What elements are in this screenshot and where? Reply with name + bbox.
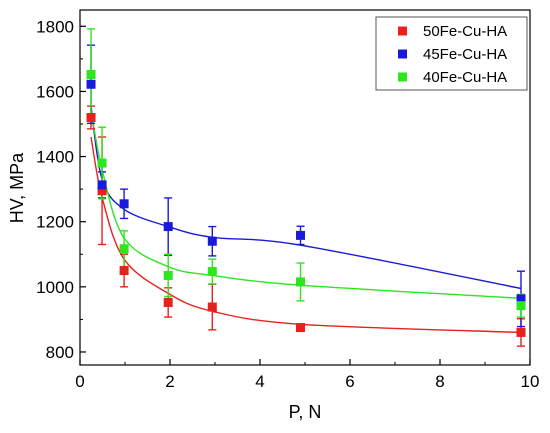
marker-50fe-cu-ha [119,266,129,276]
y-tick-label: 1200 [36,213,74,232]
marker-50fe-cu-ha [207,302,217,312]
x-tick-label: 0 [75,372,84,391]
legend-label-50fe-cu-ha: 50Fe-Cu-HA [423,23,507,40]
y-tick-label: 1000 [36,278,74,297]
marker-40fe-cu-ha [163,270,173,280]
marker-45fe-cu-ha [119,199,129,209]
y-tick-label: 1800 [36,17,74,36]
marker-50fe-cu-ha [163,297,173,307]
x-tick-label: 8 [435,372,444,391]
x-tick-label: 2 [165,372,174,391]
marker-40fe-cu-ha [119,244,129,254]
marker-50fe-cu-ha [86,112,96,122]
marker-40fe-cu-ha [296,277,305,287]
marker-45fe-cu-ha [97,180,107,190]
marker-50fe-cu-ha [97,186,107,196]
marker-45fe-cu-ha [207,236,217,246]
x-axis: 0 2 4 6 8 10 [75,359,539,391]
legend-label-40fe-cu-ha: 40Fe-Cu-HA [423,69,507,86]
marker-50fe-cu-ha [296,323,305,333]
marker-45fe-cu-ha [516,294,526,304]
marker-40fe-cu-ha [207,267,217,277]
marker-45fe-cu-ha [163,222,173,232]
y-tick-label: 800 [46,343,74,362]
y-tick-label: 1600 [36,82,74,101]
y-axis-label: HV, MPa [7,152,27,223]
marker-45fe-cu-ha [86,79,96,89]
marker-40fe-cu-ha [97,158,107,168]
marker-40fe-cu-ha [516,301,526,311]
legend: 50Fe-Cu-HA 45Fe-Cu-HA 40Fe-Cu-HA [375,16,528,91]
legend-marker-45fe-cu-ha [398,49,407,59]
fit-line-50fe-cu-ha [90,136,522,334]
legend-label-45fe-cu-ha: 45Fe-Cu-HA [423,46,507,63]
y-tick-label: 1400 [36,148,74,167]
y-axis: 800 1000 1200 1400 1600 1800 [36,17,86,362]
fit-line-40fe-cu-ha [90,109,522,299]
legend-marker-50fe-cu-ha [398,26,407,36]
x-axis-label: P, N [289,402,322,422]
marker-40fe-cu-ha [86,69,96,79]
x-tick-label: 4 [255,372,264,391]
marker-50fe-cu-ha [516,327,526,337]
x-tick-label: 6 [345,372,354,391]
x-tick-label: 10 [521,372,540,391]
marker-45fe-cu-ha [296,230,305,240]
legend-marker-40fe-cu-ha [398,72,407,82]
data-points [86,69,526,337]
